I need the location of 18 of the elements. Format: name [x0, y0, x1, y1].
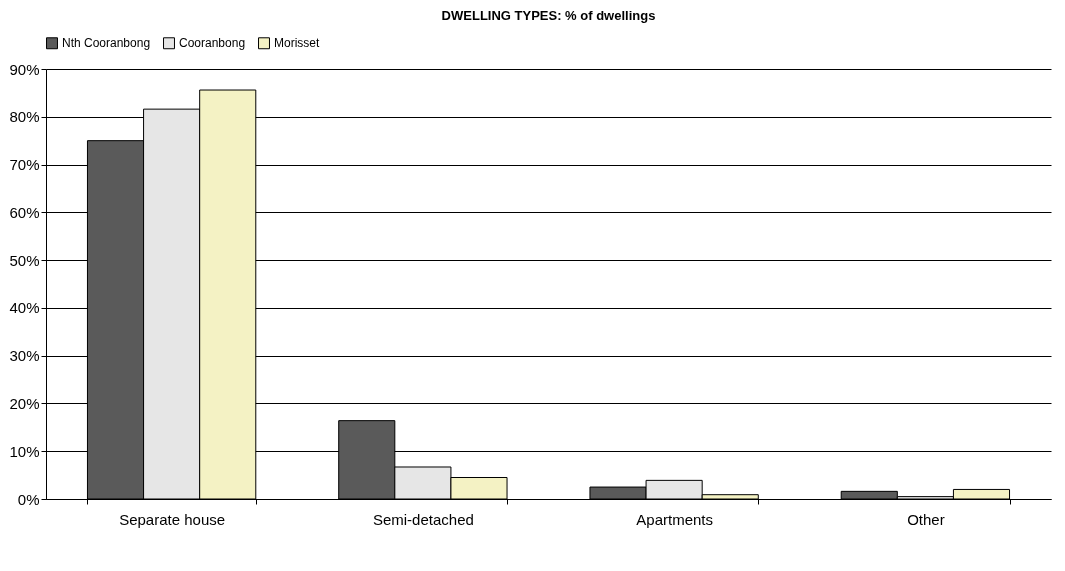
- x-tick-label: Separate house: [119, 510, 226, 528]
- y-tick-label: 60%: [9, 203, 40, 221]
- y-tick-label: 30%: [9, 347, 40, 365]
- y-tick-label: 0%: [17, 490, 40, 508]
- y-tick-label: 40%: [9, 299, 40, 317]
- legend-label: Morisset: [274, 36, 321, 51]
- y-tick-label: 10%: [9, 442, 40, 460]
- y-tick-label: 70%: [9, 156, 40, 174]
- x-tick-label: Other: [907, 510, 945, 528]
- x-tick-label: Apartments: [636, 510, 713, 528]
- legend-label: Cooranbong: [179, 36, 246, 51]
- y-tick-label: 20%: [9, 394, 40, 412]
- x-tick-label: Semi-detached: [372, 510, 474, 528]
- y-tick-label: 90%: [9, 60, 40, 78]
- y-tick-label: 50%: [9, 251, 40, 269]
- y-tick-label: 80%: [9, 108, 40, 126]
- legend-label: Nth Cooranbong: [62, 36, 151, 51]
- chart-title: DWELLING TYPES: % of dwellings: [441, 8, 656, 23]
